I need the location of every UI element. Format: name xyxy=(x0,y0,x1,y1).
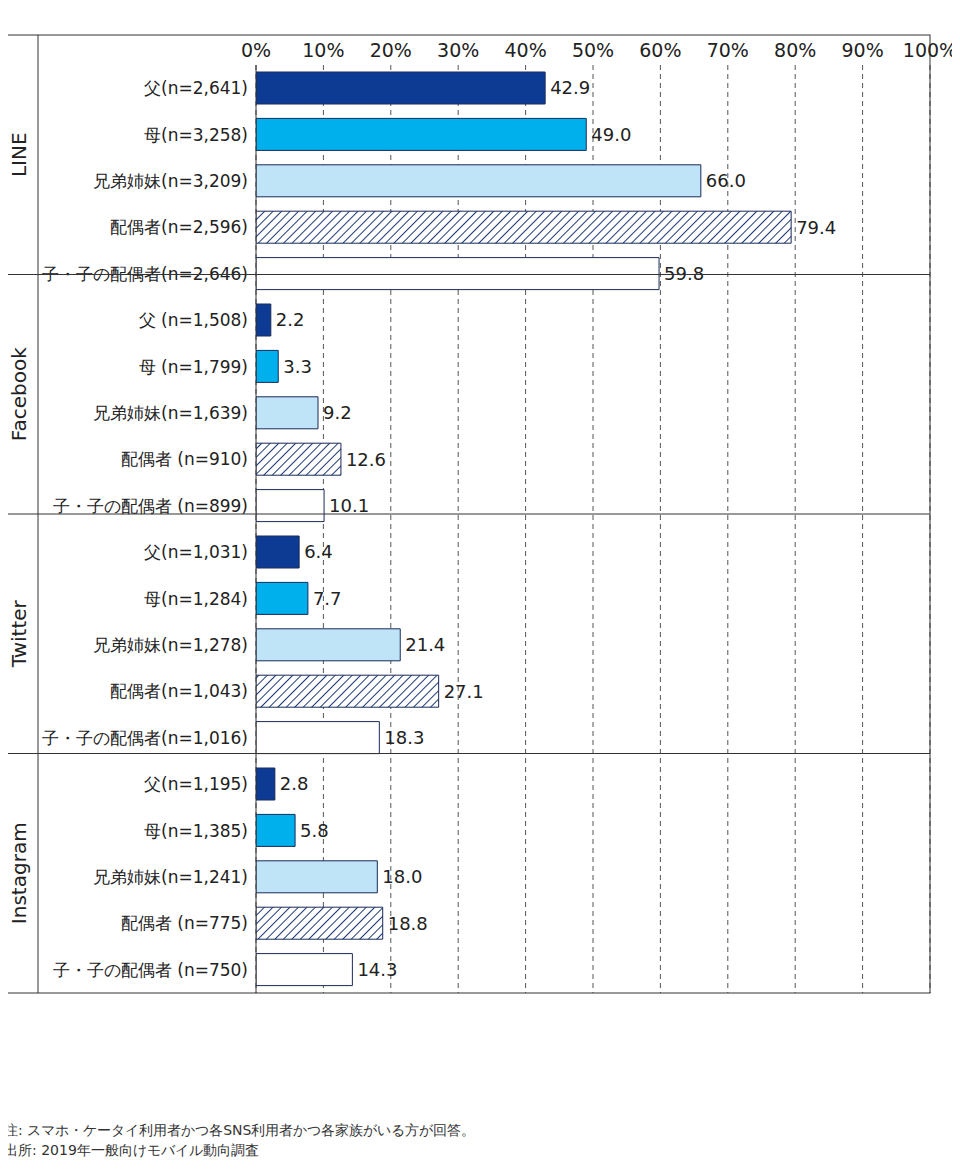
svg-text:60%: 60% xyxy=(639,39,681,61)
svg-text:79.4: 79.4 xyxy=(796,217,836,238)
svg-text:18.0: 18.0 xyxy=(382,866,422,887)
svg-text:5.8: 5.8 xyxy=(300,820,329,841)
svg-text:27.1: 27.1 xyxy=(444,681,484,702)
svg-text:40%: 40% xyxy=(504,39,546,61)
svg-text:父(n=1,195): 父(n=1,195) xyxy=(144,774,248,794)
svg-text:10%: 10% xyxy=(302,39,344,61)
svg-text:3.3: 3.3 xyxy=(283,356,312,377)
svg-text:子・子の配偶者 (n=899): 子・子の配偶者 (n=899) xyxy=(53,496,248,516)
svg-text:0%: 0% xyxy=(241,39,271,61)
svg-text:配偶者(n=1,043): 配偶者(n=1,043) xyxy=(110,681,248,701)
svg-text:18.3: 18.3 xyxy=(384,727,424,748)
svg-text:66.0: 66.0 xyxy=(706,170,746,191)
svg-text:12.6: 12.6 xyxy=(346,449,386,470)
svg-text:父(n=1,031): 父(n=1,031) xyxy=(144,542,248,562)
html-text:注: スマホ・ケータイ利用者かつ各SNS利用者かつ各家族がい: 注: スマホ・ケータイ利用者かつ各SNS利用者かつ各家族がいる方が回答。 xyxy=(4,1122,476,1138)
svg-text:兄弟姉妹(n=1,639): 兄弟姉妹(n=1,639) xyxy=(93,403,248,423)
svg-text:兄弟姉妹(n=3,209): 兄弟姉妹(n=3,209) xyxy=(93,171,248,191)
svg-text:配偶者 (n=910): 配偶者 (n=910) xyxy=(121,449,248,469)
svg-text:21.4: 21.4 xyxy=(405,634,445,655)
svg-text:30%: 30% xyxy=(437,39,479,61)
svg-text:2.8: 2.8 xyxy=(280,773,309,794)
svg-text:兄弟姉妹(n=1,278): 兄弟姉妹(n=1,278) xyxy=(93,635,248,655)
svg-text:100%: 100% xyxy=(903,39,952,61)
svg-text:母 (n=1,799): 母 (n=1,799) xyxy=(139,357,248,377)
svg-text:Twitter: Twitter xyxy=(8,599,31,668)
svg-text:LINE: LINE xyxy=(8,132,31,177)
svg-text:49.0: 49.0 xyxy=(591,124,631,145)
svg-text:50%: 50% xyxy=(572,39,614,61)
svg-text:20%: 20% xyxy=(370,39,412,61)
svg-text:59.8: 59.8 xyxy=(664,263,704,284)
svg-text:母(n=1,385): 母(n=1,385) xyxy=(144,821,248,841)
svg-text:配偶者(n=2,596): 配偶者(n=2,596) xyxy=(110,217,248,237)
svg-text:10.1: 10.1 xyxy=(329,495,369,516)
svg-text:90%: 90% xyxy=(841,39,883,61)
svg-text:子・子の配偶者(n=2,646): 子・子の配偶者(n=2,646) xyxy=(42,264,248,284)
svg-text:母(n=3,258): 母(n=3,258) xyxy=(144,125,248,145)
svg-text:子・子の配偶者(n=1,016): 子・子の配偶者(n=1,016) xyxy=(42,728,248,748)
svg-text:父 (n=1,508): 父 (n=1,508) xyxy=(139,310,248,330)
svg-text:6.4: 6.4 xyxy=(304,541,333,562)
svg-text:9.2: 9.2 xyxy=(323,402,352,423)
svg-text:80%: 80% xyxy=(774,39,816,61)
svg-text:42.9: 42.9 xyxy=(550,77,590,98)
svg-text:Facebook: Facebook xyxy=(8,347,31,441)
svg-text:兄弟姉妹(n=1,241): 兄弟姉妹(n=1,241) xyxy=(93,867,248,887)
svg-text:70%: 70% xyxy=(707,39,749,61)
html-text:出所: 2019年一般向けモバイル動向調査: 出所: 2019年一般向けモバイル動向調査 xyxy=(4,1142,259,1158)
svg-text:14.3: 14.3 xyxy=(357,959,397,980)
svg-text:父(n=2,641): 父(n=2,641) xyxy=(144,78,248,98)
svg-text:2.2: 2.2 xyxy=(276,309,305,330)
svg-text:母(n=1,284): 母(n=1,284) xyxy=(144,589,248,609)
svg-text:7.7: 7.7 xyxy=(313,588,342,609)
svg-text:子・子の配偶者 (n=750): 子・子の配偶者 (n=750) xyxy=(53,960,248,980)
svg-text:Instagram: Instagram xyxy=(8,822,31,924)
svg-text:配偶者 (n=775): 配偶者 (n=775) xyxy=(121,913,248,933)
svg-text:18.8: 18.8 xyxy=(388,913,428,934)
